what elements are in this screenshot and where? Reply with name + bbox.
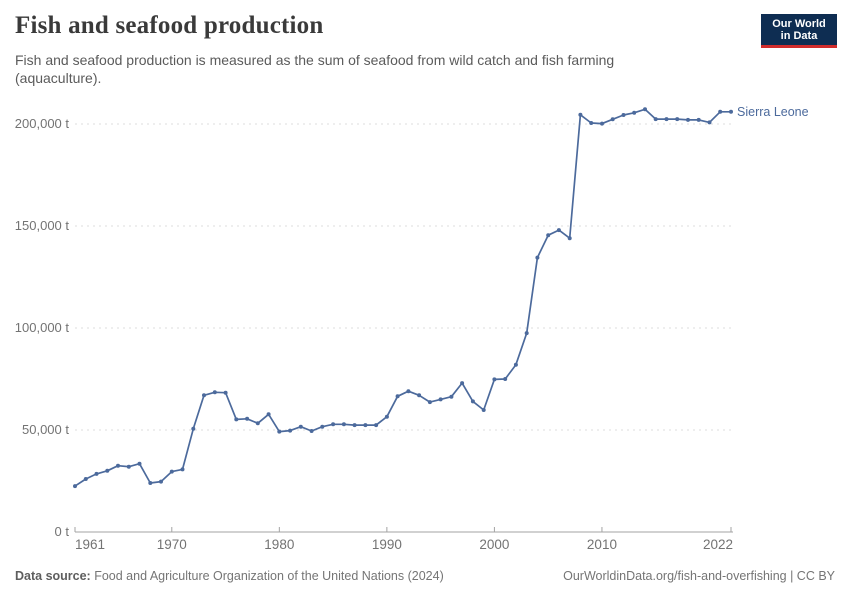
data-point[interactable] [223,390,228,395]
data-point[interactable] [643,107,647,112]
data-point[interactable] [116,463,120,468]
data-source-text: Food and Agriculture Organization of the… [94,569,444,583]
owid-logo-line1: Our World [772,18,826,30]
page-subtitle: Fish and seafood production is measured … [15,52,615,86]
data-point[interactable] [696,117,701,122]
data-point[interactable] [73,484,77,489]
data-point[interactable] [352,423,357,428]
data-point[interactable] [503,377,508,381]
series-line[interactable] [74,108,732,487]
y-axis-tick-label: 100,000 t [15,320,70,335]
data-point[interactable] [245,416,250,421]
data-point[interactable] [449,394,454,399]
data-point[interactable] [406,389,411,394]
x-axis-tick-label: 2022 [703,537,733,552]
data-point[interactable] [255,421,260,426]
data-point[interactable] [718,109,723,114]
data-point[interactable] [535,255,540,260]
data-point[interactable] [524,331,529,336]
data-point[interactable] [438,397,443,402]
data-point[interactable] [126,464,131,469]
data-point[interactable] [729,109,733,114]
data-point[interactable] [191,426,196,431]
data-point[interactable] [470,399,475,404]
data-point[interactable] [309,429,314,433]
data-point[interactable] [653,117,658,122]
data-point[interactable] [202,393,206,398]
data-point[interactable] [331,422,336,427]
data-point[interactable] [384,414,389,419]
data-source-label: Data source: [15,569,91,583]
chart-footer: Data source: Food and Agriculture Organi… [15,569,835,583]
data-point[interactable] [556,228,561,233]
attribution-link[interactable]: OurWorldinData.org/fish-and-overfishing … [563,569,835,583]
data-point[interactable] [567,236,572,241]
data-point[interactable] [234,417,239,422]
y-axis-tick-label: 150,000 t [15,218,70,233]
data-point[interactable] [212,390,217,395]
data-point[interactable] [137,461,142,466]
data-point[interactable] [159,479,163,484]
y-axis-tick-label: 50,000 t [22,422,69,437]
data-point[interactable] [320,424,325,429]
data-point[interactable] [105,468,110,473]
data-point[interactable] [481,408,486,412]
data-point[interactable] [374,423,379,428]
data-point[interactable] [341,422,346,427]
data-point[interactable] [492,377,497,382]
data-point[interactable] [578,112,583,117]
x-axis-tick-label: 1990 [372,537,402,552]
data-point[interactable] [589,121,594,125]
x-axis-tick-label: 1980 [264,537,294,552]
data-point[interactable] [600,121,604,126]
y-axis-tick-label: 200,000 t [15,116,70,131]
x-axis-tick-label: 1970 [157,537,187,552]
data-point[interactable] [664,117,669,122]
data-point[interactable] [513,362,518,367]
x-axis-tick-label: 2010 [587,537,617,552]
data-point[interactable] [169,469,174,474]
page-title: Fish and seafood production [15,12,324,39]
data-point[interactable] [298,424,303,429]
data-point[interactable] [707,120,712,125]
data-source: Data source: Food and Agriculture Organi… [15,569,444,583]
data-point[interactable] [675,117,680,122]
x-axis-tick-label: 2000 [479,537,509,552]
data-point[interactable] [686,117,690,122]
data-point[interactable] [148,481,153,485]
data-point[interactable] [610,117,615,122]
data-point[interactable] [460,381,465,386]
series-label[interactable]: Sierra Leone [737,105,809,119]
data-point[interactable] [632,110,637,115]
x-axis-tick-label: 1961 [75,537,105,552]
data-point[interactable] [395,394,400,399]
data-point[interactable] [621,113,626,117]
data-point[interactable] [94,471,99,476]
y-axis-tick-label: 0 t [55,524,70,539]
data-point[interactable] [546,233,551,238]
data-point[interactable] [363,423,368,428]
data-point[interactable] [288,428,293,433]
data-point[interactable] [417,393,422,398]
data-point[interactable] [427,400,432,405]
data-point[interactable] [83,477,88,481]
data-point[interactable] [180,467,185,472]
owid-logo[interactable]: Our World in Data [761,14,837,48]
data-point[interactable] [277,429,282,434]
owid-logo-line2: in Data [780,30,818,42]
data-point[interactable] [266,412,271,417]
